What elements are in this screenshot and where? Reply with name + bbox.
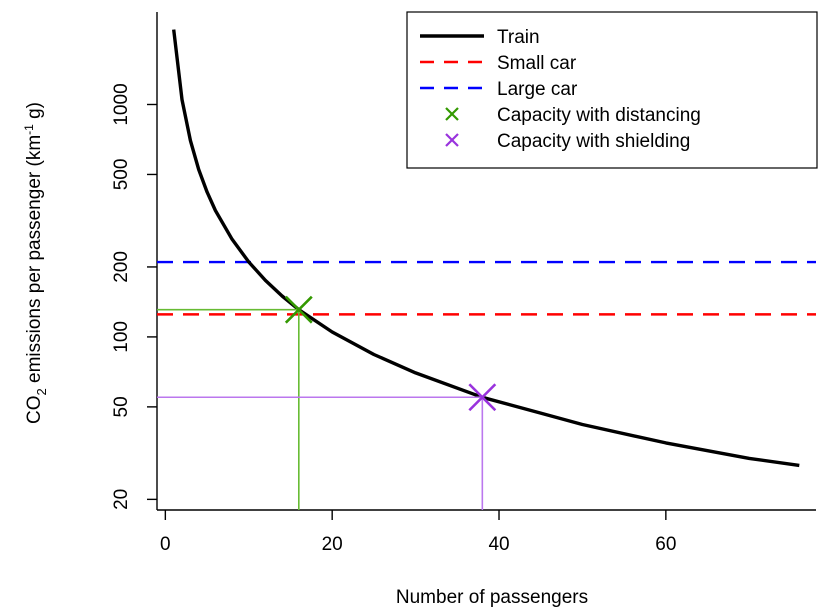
y-tick-label: 20 <box>111 489 132 510</box>
legend: Train Small car Large car Capacity with dis… <box>406 11 818 169</box>
x-tick-label: 40 <box>488 534 509 555</box>
x-tick-label: 20 <box>322 534 343 555</box>
y-axis-label-suffix: g) <box>24 102 45 124</box>
legend-swatch <box>445 107 459 121</box>
legend-label: Small car <box>497 53 577 74</box>
y-tick-label: 500 <box>111 159 132 191</box>
legend-box <box>406 11 818 169</box>
x-tick-label: 0 <box>160 534 171 555</box>
y-tick-label: 100 <box>111 321 132 353</box>
marker-guide-lines <box>157 308 484 510</box>
y-axis: 20 50 100 200 500 1000 <box>111 83 157 510</box>
y-tick-label: 200 <box>111 251 132 283</box>
y-axis-label-superscript: -1 <box>22 124 36 135</box>
legend-label: Train <box>497 27 540 48</box>
legend-label: Capacity with distancing <box>497 105 701 126</box>
x-axis: 0 20 40 60 <box>160 510 676 555</box>
reference-lines <box>157 260 816 316</box>
y-tick-label: 50 <box>111 396 132 417</box>
y-tick-label: 1000 <box>111 83 132 125</box>
legend-label: Large car <box>497 79 578 100</box>
x-tick-label: 60 <box>655 534 676 555</box>
marker-stroke <box>284 295 313 324</box>
legend-item: Small car <box>420 53 577 74</box>
legend-label: Capacity with shielding <box>497 131 690 152</box>
legend-item: Capacity with distancing <box>445 105 701 126</box>
marker-capacity-with-shielding <box>468 383 497 412</box>
capacity-markers <box>284 295 497 412</box>
legend-swatch <box>445 133 459 147</box>
y-axis-label-middle: emissions per passenger (km <box>24 135 45 388</box>
marker-stroke <box>468 383 497 412</box>
x-axis-label: Number of passengers <box>396 587 588 608</box>
legend-item: Capacity with shielding <box>445 131 690 152</box>
legend-item: Train <box>420 27 540 48</box>
y-axis-label-prefix: CO <box>24 396 45 425</box>
legend-item: Large car <box>420 79 578 100</box>
marker-capacity-with-distancing <box>284 295 313 324</box>
y-axis-label-subscript: 2 <box>34 388 49 395</box>
y-axis-label: CO2 emissions per passenger (km-1 g) <box>22 102 49 424</box>
